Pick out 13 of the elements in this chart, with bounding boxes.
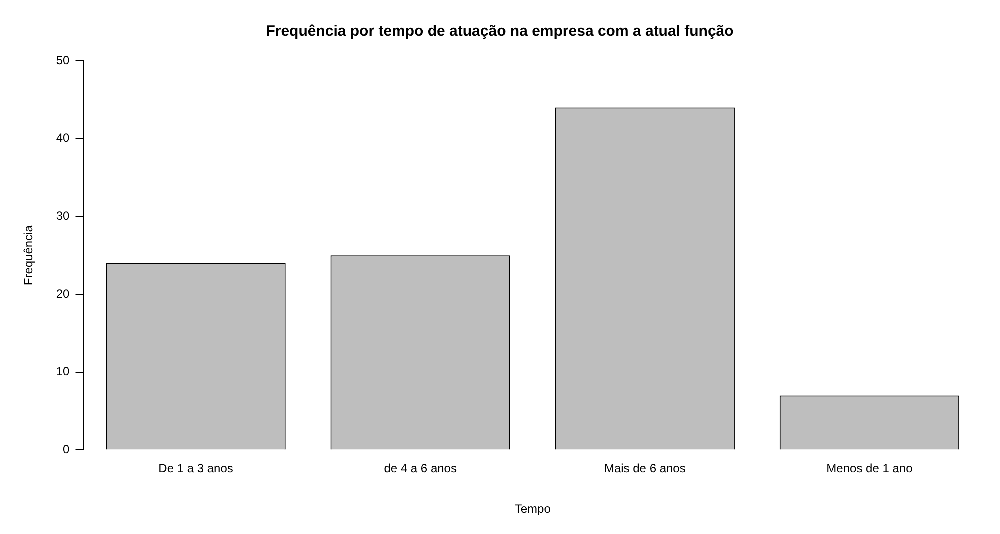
y-tick-label: 0 — [63, 442, 70, 457]
y-axis-title: Frequência — [22, 225, 36, 286]
y-tick-label: 10 — [56, 364, 70, 379]
y-tick-label: 40 — [56, 131, 70, 146]
x-tick-label: Mais de 6 anos — [604, 462, 686, 476]
y-tick-label: 30 — [56, 208, 70, 223]
x-tick-label: de 4 a 6 anos — [384, 462, 457, 476]
x-tick-label: Menos de 1 ano — [826, 462, 914, 476]
x-tick-label: De 1 a 3 anos — [158, 462, 234, 476]
y-tick-label: 20 — [56, 286, 70, 301]
x-axis-title: Tempo — [514, 502, 552, 516]
chart-title: Frequência por tempo de atuação na empresa com a atual função — [266, 23, 734, 40]
y-tick-label: 50 — [56, 53, 70, 68]
